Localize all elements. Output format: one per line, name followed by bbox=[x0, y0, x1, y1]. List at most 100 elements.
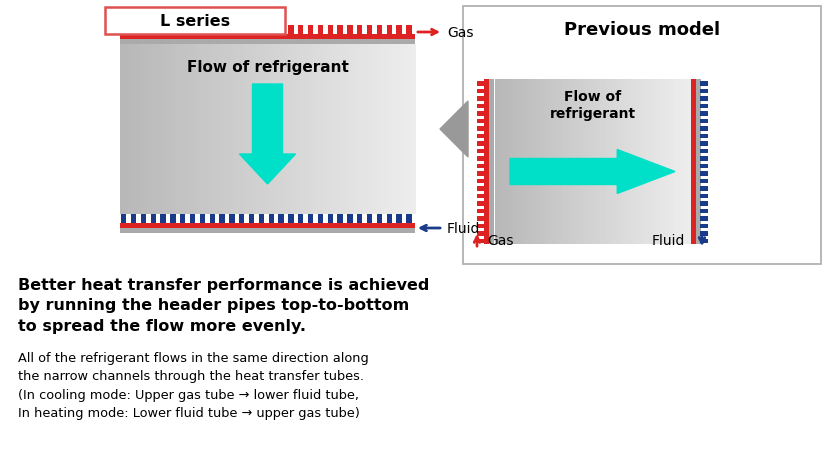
Bar bbox=[597, 80, 601, 245]
Bar bbox=[411, 45, 416, 214]
Bar bbox=[641, 80, 644, 245]
Bar bbox=[489, 80, 494, 245]
Bar bbox=[367, 45, 372, 214]
Bar bbox=[522, 80, 525, 245]
Bar bbox=[131, 45, 136, 214]
Bar bbox=[571, 80, 574, 245]
Bar bbox=[370, 45, 375, 214]
Bar bbox=[639, 80, 642, 245]
Bar bbox=[293, 45, 298, 214]
Bar bbox=[212, 45, 217, 214]
Bar bbox=[609, 80, 613, 245]
Text: Gas: Gas bbox=[447, 26, 473, 40]
Bar bbox=[700, 90, 708, 94]
Bar bbox=[670, 80, 674, 245]
Bar bbox=[587, 80, 591, 245]
Bar bbox=[330, 45, 335, 214]
Bar bbox=[382, 45, 386, 214]
Bar bbox=[120, 229, 415, 234]
Bar bbox=[700, 97, 708, 101]
Bar bbox=[651, 80, 654, 245]
Bar bbox=[477, 179, 485, 184]
Bar bbox=[700, 164, 708, 168]
Bar bbox=[180, 26, 185, 35]
Text: Fluid: Fluid bbox=[652, 234, 685, 247]
Bar bbox=[595, 80, 598, 245]
Bar bbox=[141, 26, 146, 35]
Bar bbox=[204, 45, 210, 214]
Bar bbox=[536, 80, 540, 245]
Bar bbox=[680, 80, 684, 245]
Bar bbox=[582, 80, 587, 245]
Bar bbox=[229, 214, 235, 224]
Bar bbox=[477, 82, 485, 86]
Text: Flow of
refrigerant: Flow of refrigerant bbox=[550, 90, 635, 121]
Bar bbox=[477, 112, 485, 116]
Bar bbox=[546, 80, 550, 245]
Bar bbox=[531, 80, 535, 245]
Bar bbox=[239, 26, 245, 35]
Bar bbox=[201, 45, 206, 214]
Bar bbox=[385, 45, 391, 214]
Bar bbox=[636, 80, 639, 245]
Bar bbox=[386, 26, 392, 35]
Bar bbox=[367, 214, 372, 224]
Bar bbox=[120, 35, 415, 40]
Bar bbox=[120, 45, 125, 214]
Bar bbox=[660, 80, 665, 245]
Bar bbox=[654, 80, 657, 245]
Bar bbox=[477, 149, 485, 154]
Bar bbox=[463, 7, 821, 264]
Bar bbox=[700, 209, 708, 213]
Bar bbox=[624, 80, 628, 245]
Bar bbox=[249, 214, 254, 224]
Bar bbox=[357, 26, 362, 35]
Bar bbox=[632, 80, 635, 245]
Polygon shape bbox=[510, 150, 675, 194]
Bar bbox=[585, 80, 588, 245]
Bar bbox=[352, 45, 357, 214]
Bar bbox=[700, 119, 708, 124]
Bar bbox=[396, 45, 401, 214]
Bar bbox=[700, 142, 708, 146]
Bar bbox=[477, 134, 485, 139]
Bar bbox=[345, 45, 349, 214]
Bar bbox=[338, 45, 342, 214]
Bar bbox=[622, 80, 625, 245]
Bar bbox=[696, 80, 701, 245]
Bar bbox=[700, 134, 708, 139]
Bar bbox=[259, 26, 264, 35]
Bar bbox=[229, 26, 235, 35]
Bar bbox=[529, 80, 533, 245]
Text: All of the refrigerant flows in the same direction along
the narrow channels thr: All of the refrigerant flows in the same… bbox=[18, 351, 369, 420]
Bar bbox=[534, 80, 537, 245]
Bar bbox=[290, 45, 294, 214]
Bar bbox=[554, 80, 557, 245]
Bar bbox=[121, 26, 127, 35]
Bar bbox=[568, 80, 572, 245]
Bar bbox=[186, 45, 191, 214]
Bar bbox=[566, 80, 569, 245]
Bar bbox=[612, 80, 615, 245]
Bar bbox=[347, 214, 353, 224]
Bar bbox=[301, 45, 305, 214]
Bar bbox=[127, 45, 132, 214]
Bar bbox=[256, 45, 261, 214]
Bar bbox=[288, 26, 293, 35]
Bar bbox=[477, 224, 485, 229]
Bar bbox=[675, 80, 679, 245]
Bar bbox=[668, 80, 671, 245]
Bar bbox=[161, 45, 165, 214]
Bar bbox=[700, 149, 708, 154]
Bar bbox=[607, 80, 611, 245]
Bar bbox=[175, 45, 180, 214]
Bar bbox=[328, 214, 333, 224]
Bar bbox=[700, 172, 708, 176]
Bar bbox=[198, 45, 202, 214]
Bar bbox=[477, 97, 485, 101]
Bar bbox=[282, 45, 287, 214]
Bar bbox=[477, 164, 485, 168]
Bar bbox=[525, 80, 528, 245]
Bar bbox=[500, 80, 504, 245]
Bar bbox=[105, 8, 285, 35]
